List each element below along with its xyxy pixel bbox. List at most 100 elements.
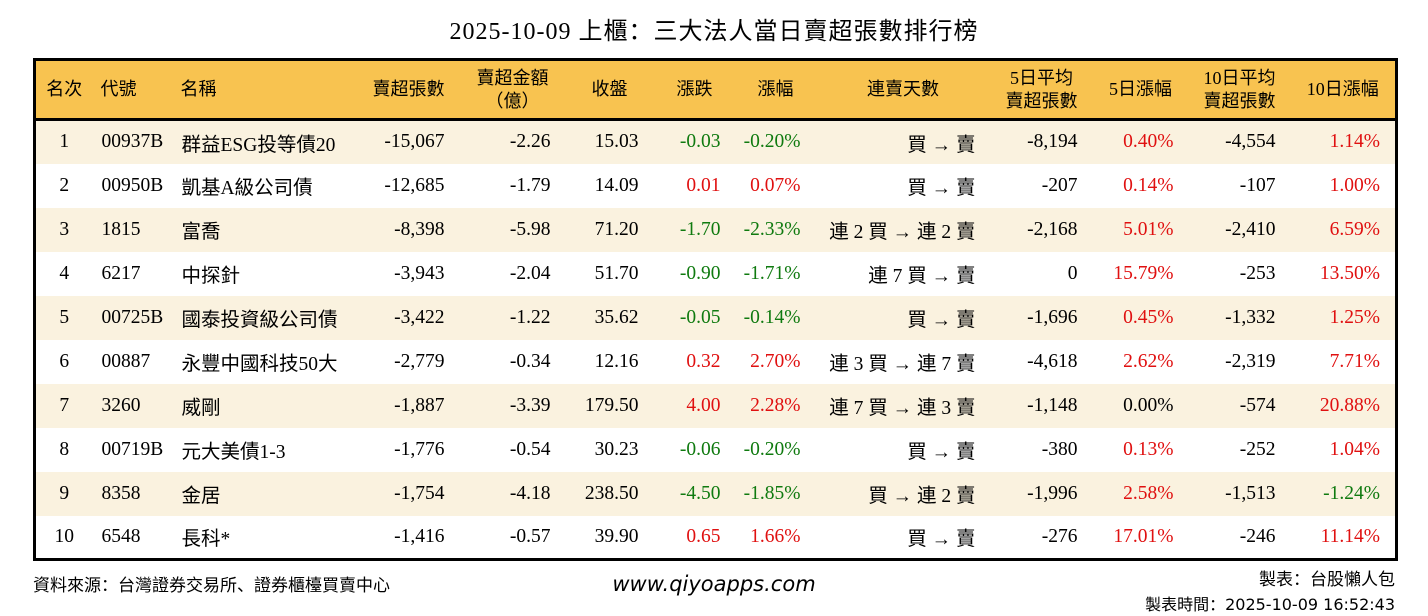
cell-pct10: 1.14%: [1329, 131, 1380, 153]
table-row: 8 00719B 元大美債1-3 -1,776 -0.54 30.23 -0.06 -0.20…: [34, 427, 1397, 472]
table-row: 6 00887 永豐中國科技50大 -2,779 -0.34 12.16 0.32 2.70%…: [34, 339, 1397, 384]
cell-avg5: -1,148: [1027, 394, 1078, 416]
cell-pct10: 7.71%: [1329, 350, 1380, 372]
cell-change: -0.06: [679, 438, 721, 460]
table-header-row: 名次 代號 名稱 賣超張數 賣超金額 （億） 收盤 漲跌 漲幅 連賣天數 5日平…: [34, 59, 1397, 121]
cell-close: 30.23: [594, 438, 639, 460]
col-header-rank: 名次: [34, 59, 93, 121]
cell-sell_amount: -2.04: [509, 262, 551, 284]
cell-avg10: -574: [1239, 394, 1276, 416]
col-header-sell-volume: 賣超張數: [357, 59, 460, 121]
cell-pct10: -1.24%: [1323, 482, 1380, 504]
cell-change: 0.01: [686, 174, 721, 196]
cell-pct5: 5.01%: [1123, 218, 1174, 240]
cell-pct10: 1.25%: [1329, 306, 1380, 328]
col-header-pct10: 10日漲幅: [1290, 59, 1397, 121]
cell-name: 群益ESG投等債20: [181, 134, 336, 156]
cell-change_pct: 0.07%: [750, 174, 801, 196]
cell-code: 00950B: [101, 174, 164, 196]
cell-sell_volume: -3,422: [394, 306, 445, 328]
cell-name: 長科*: [181, 529, 231, 551]
table-row: 2 00950B 凱基A級公司債 -12,685 -1.79 14.09 0.01 0.07%…: [34, 163, 1397, 208]
table-row: 1 00937B 群益ESG投等債20 -15,067 -2.26 15.03 -0.03-…: [34, 119, 1397, 164]
cell-avg10: -252: [1239, 438, 1276, 460]
col-header-avg10: 10日平均 賣超張數: [1188, 59, 1291, 121]
cell-pct5: 0.45%: [1123, 306, 1174, 328]
cell-avg5: 0: [1067, 262, 1078, 284]
cell-avg10: -2,319: [1225, 350, 1276, 372]
source-note: 資料來源：台灣證券交易所、證券櫃檯買賣中心: [33, 576, 390, 595]
cell-pct10: 1.00%: [1329, 174, 1380, 196]
cell-streak: 買 → 賣: [907, 134, 976, 156]
cell-code: 00719B: [101, 438, 164, 460]
cell-pct5: 0.00%: [1123, 394, 1174, 416]
cell-change_pct: -0.20%: [743, 438, 801, 460]
cell-pct10: 1.04%: [1329, 438, 1380, 460]
cell-pct5: 2.58%: [1123, 482, 1174, 504]
cell-code: 3260: [101, 394, 141, 416]
cell-close: 238.50: [584, 482, 639, 504]
cell-rank: 2: [59, 174, 70, 196]
cell-close: 71.20: [594, 218, 639, 240]
cell-change_pct: 2.28%: [750, 394, 801, 416]
cell-change: -0.05: [679, 306, 721, 328]
cell-close: 15.03: [594, 131, 639, 153]
col-header-streak: 連賣天數: [815, 59, 991, 121]
cell-streak: 連 3 買 → 連 7 賣: [829, 354, 976, 375]
cell-avg10: -1,513: [1225, 482, 1276, 504]
cell-change: 0.65: [686, 525, 721, 547]
cell-close: 14.09: [594, 174, 639, 196]
cell-change: 0.32: [686, 350, 721, 372]
cell-avg5: -1,996: [1027, 482, 1078, 504]
col-header-sell-amount: 賣超金額 （億）: [459, 59, 566, 121]
credit-note: 製表：台股懶人包: [1259, 570, 1396, 589]
cell-sell_volume: -15,067: [384, 131, 445, 153]
cell-change_pct: -0.20%: [743, 131, 801, 153]
page-title: 2025-10-09 上櫃：三大法人當日賣超張數排行榜: [449, 19, 979, 45]
cell-name: 威剛: [181, 398, 221, 419]
cell-streak: 連 2 買 → 連 2 賣: [829, 222, 976, 243]
cell-change_pct: -2.33%: [743, 218, 801, 240]
cell-name: 元大美債1-3: [181, 442, 286, 463]
cell-pct5: 2.62%: [1123, 350, 1174, 372]
cell-code: 8358: [101, 482, 141, 504]
cell-pct10: 13.50%: [1319, 262, 1380, 284]
cell-pct5: 0.40%: [1123, 131, 1174, 153]
cell-streak: 買 → 賣: [907, 442, 976, 463]
cell-streak: 買 → 連 2 賣: [868, 486, 976, 507]
cell-code: 00725B: [101, 306, 164, 328]
cell-streak: 連 7 買 → 賣: [868, 266, 976, 287]
cell-pct10: 20.88%: [1319, 394, 1380, 416]
cell-code: 6217: [101, 262, 141, 284]
cell-streak: 買 → 賣: [907, 529, 976, 551]
cell-name: 金居: [181, 486, 221, 507]
cell-avg5: -8,194: [1027, 131, 1078, 153]
cell-close: 39.90: [594, 525, 639, 547]
cell-streak: 買 → 賣: [907, 178, 976, 199]
cell-rank: 9: [59, 482, 70, 504]
cell-pct5: 0.13%: [1123, 438, 1174, 460]
cell-avg10: -2,410: [1225, 218, 1276, 240]
timestamp: 製表時間：2025-10-09 16:52:43: [1145, 594, 1396, 614]
cell-avg10: -1,332: [1225, 306, 1276, 328]
table-row: 4 6217 中探針 -3,943 -2.04 51.70 -0.90 -1.71% 連 7 買…: [34, 251, 1397, 296]
cell-pct5: 15.79%: [1113, 262, 1174, 284]
cell-pct10: 11.14%: [1320, 525, 1380, 547]
cell-sell_amount: -0.54: [509, 438, 551, 460]
col-header-avg5: 5日平均 賣超張數: [990, 59, 1093, 121]
cell-sell_amount: -0.57: [509, 525, 551, 547]
cell-sell_volume: -3,943: [394, 262, 445, 284]
cell-avg10: -246: [1239, 525, 1276, 547]
cell-avg10: -253: [1239, 262, 1276, 284]
cell-avg10: -107: [1239, 174, 1276, 196]
cell-streak: 買 → 賣: [907, 310, 976, 331]
col-header-change: 漲跌: [653, 59, 736, 121]
cell-name: 凱基A級公司債: [181, 178, 313, 199]
cell-pct5: 17.01%: [1113, 525, 1174, 547]
cell-change_pct: -0.14%: [743, 306, 801, 328]
cell-rank: 4: [59, 262, 70, 284]
cell-close: 179.50: [584, 394, 639, 416]
cell-pct5: 0.14%: [1123, 174, 1174, 196]
cell-code: 6548: [101, 525, 141, 547]
